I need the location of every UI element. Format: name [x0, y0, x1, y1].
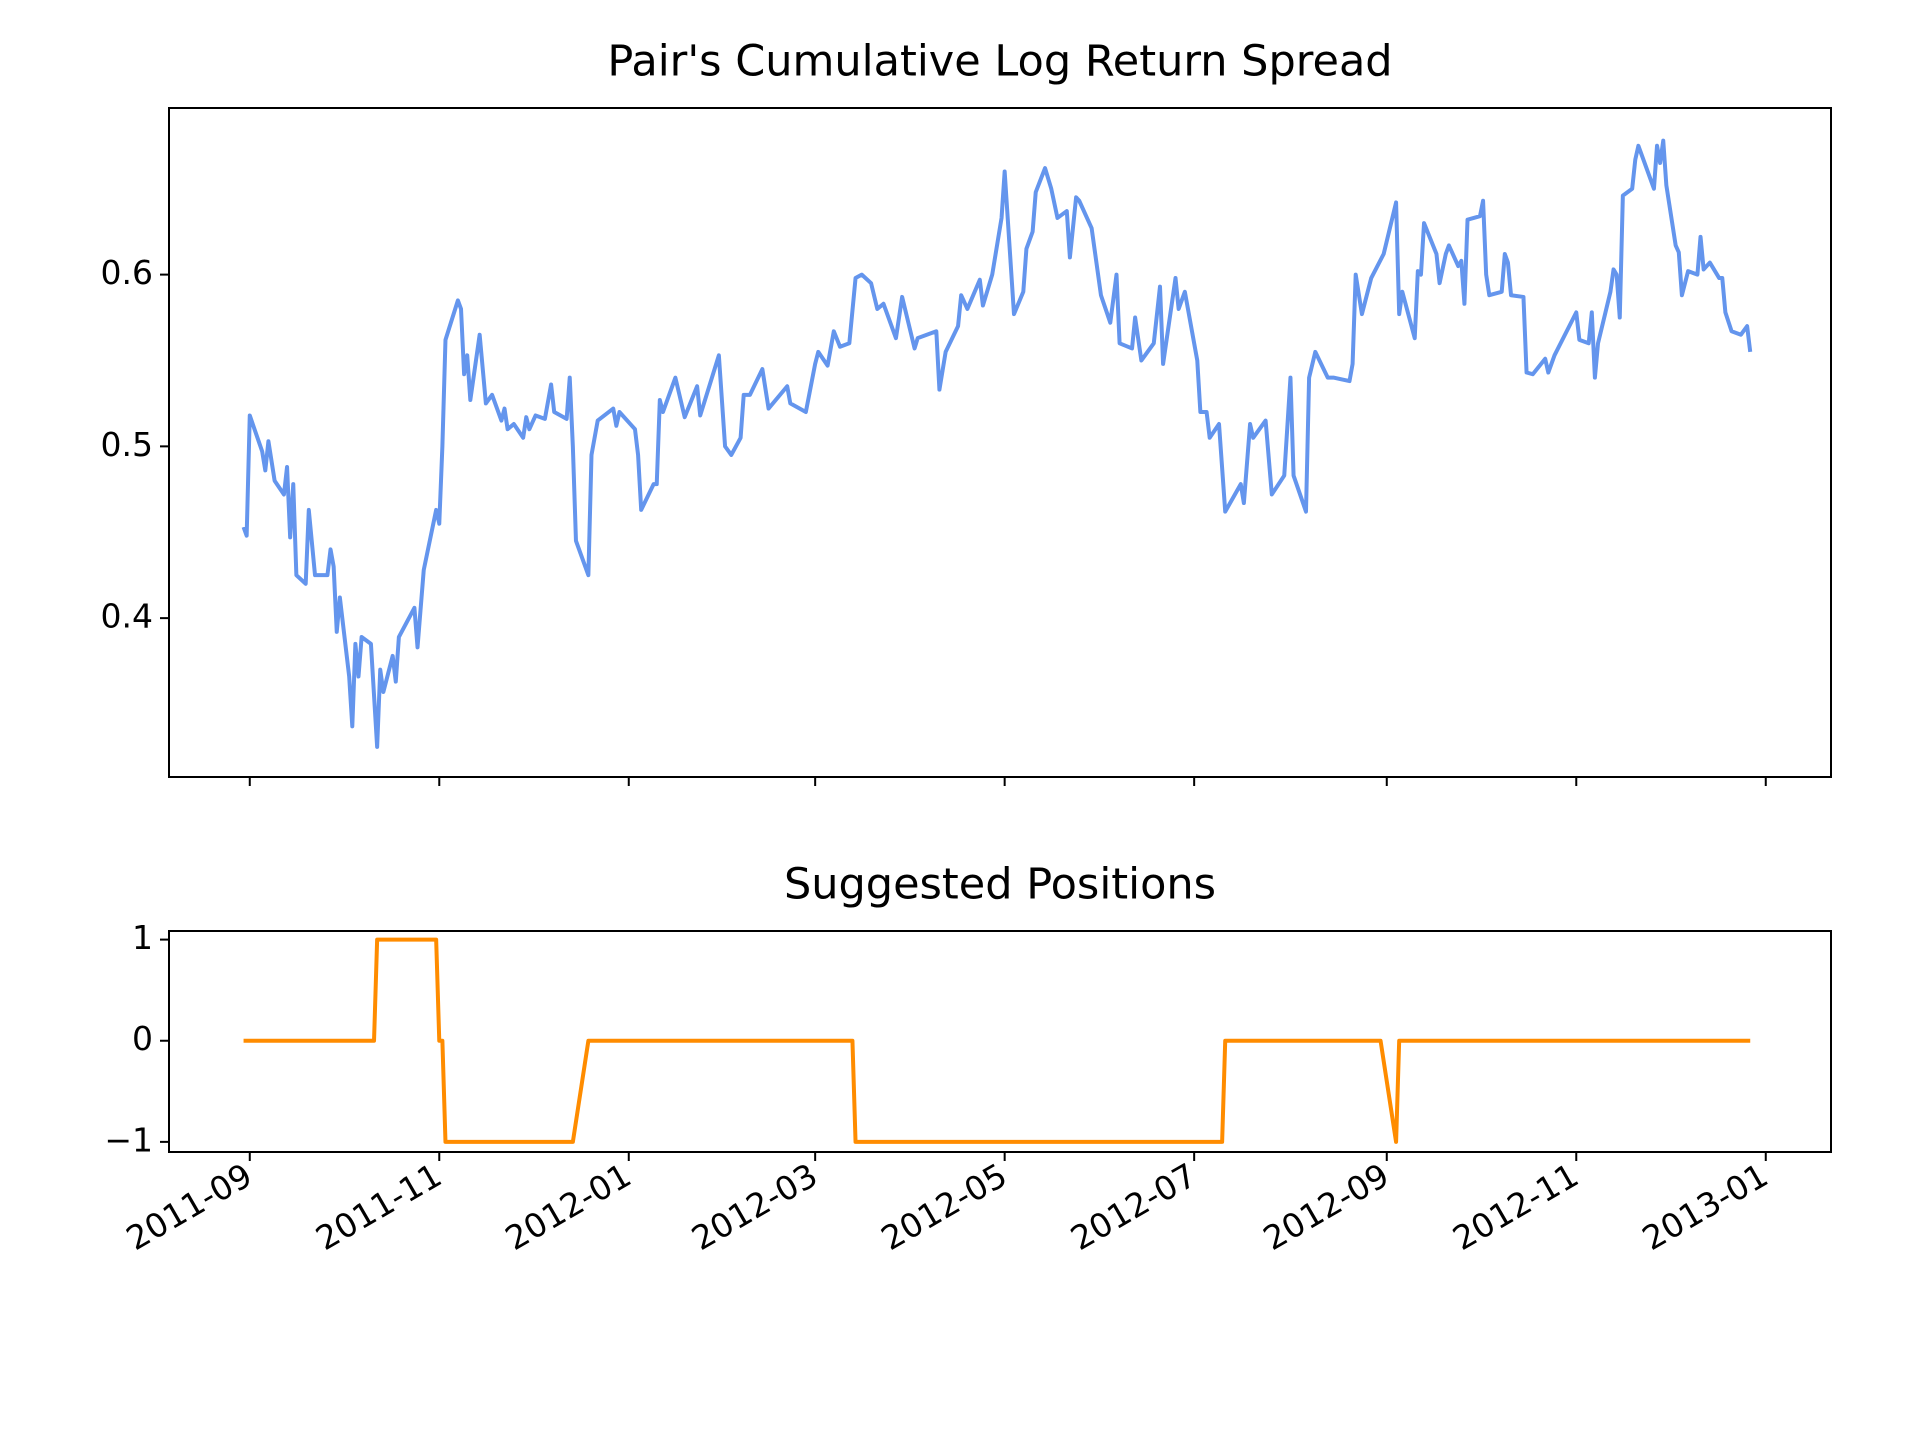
data-line [241, 138, 1753, 749]
chart-title: Suggested Positions [784, 860, 1216, 910]
chart-title: Pair's Cumulative Log Return Spread [607, 37, 1392, 87]
y-tick-label: 0.4 [101, 597, 153, 636]
y-tick-label: 0.5 [101, 425, 153, 464]
data-line [243, 937, 1751, 1144]
y-tick-label: 0.6 [101, 253, 153, 292]
axes-frame [168, 107, 1832, 778]
y-tick-label: 1 [132, 918, 153, 957]
y-tick-label: −1 [104, 1120, 153, 1159]
y-tick-label: 0 [132, 1019, 153, 1058]
